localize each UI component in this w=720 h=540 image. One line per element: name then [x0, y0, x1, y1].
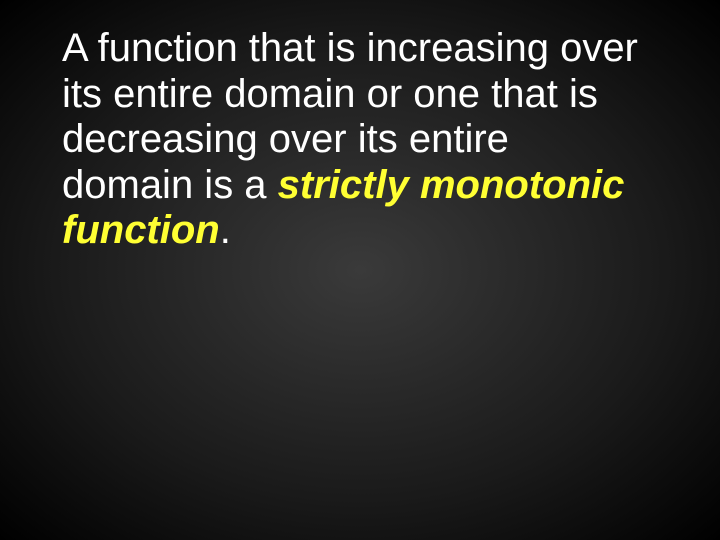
body-after: . [220, 208, 231, 252]
slide-text: A function that is increasing over its e… [62, 26, 648, 254]
slide: A function that is increasing over its e… [0, 0, 720, 540]
